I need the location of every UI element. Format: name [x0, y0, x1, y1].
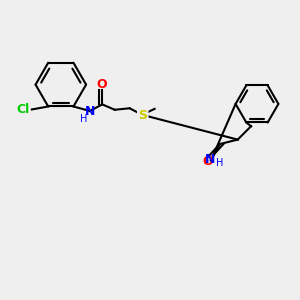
- Text: O: O: [96, 78, 107, 91]
- Text: Cl: Cl: [16, 103, 30, 116]
- Text: O: O: [202, 155, 213, 168]
- Text: S: S: [138, 109, 147, 122]
- Text: H: H: [216, 158, 224, 168]
- Text: N: N: [205, 153, 215, 166]
- Text: S: S: [138, 109, 147, 122]
- Text: H: H: [80, 114, 87, 124]
- Text: N: N: [85, 105, 95, 118]
